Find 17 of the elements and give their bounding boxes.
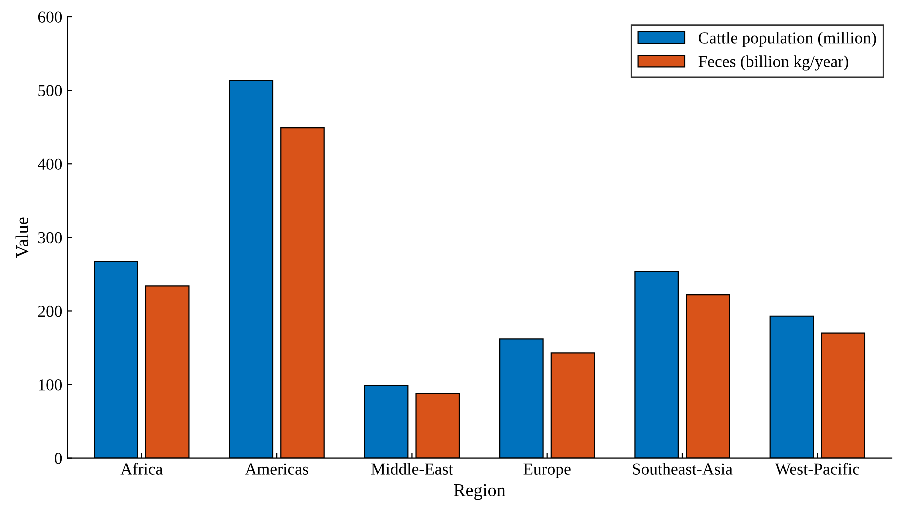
y-tick-label: 500 (38, 85, 62, 96)
x-tick-label: Americas (245, 464, 308, 475)
y-tick-label: 400 (38, 158, 62, 170)
y-tick-label: 300 (38, 232, 62, 244)
x-tick-label: Europe (524, 464, 571, 478)
y-axis-title: Value (16, 218, 29, 258)
y-tick-label: 0 (55, 453, 62, 464)
x-tick-label: Africa (120, 463, 163, 475)
legend-label: Cattle population (million) (699, 32, 876, 48)
y-tick-label: 200 (38, 306, 62, 318)
y-tick-label: 600 (38, 12, 62, 23)
y-tick-label: 100 (39, 379, 62, 391)
x-tick-label: Middle-East (371, 463, 454, 475)
x-tick-label: Southeast-Asia (633, 463, 733, 475)
x-axis-title: Region (454, 484, 506, 500)
x-tick-label: West-Pacific (775, 463, 860, 476)
legend-label: Feces (billion kg/year) (698, 56, 848, 71)
